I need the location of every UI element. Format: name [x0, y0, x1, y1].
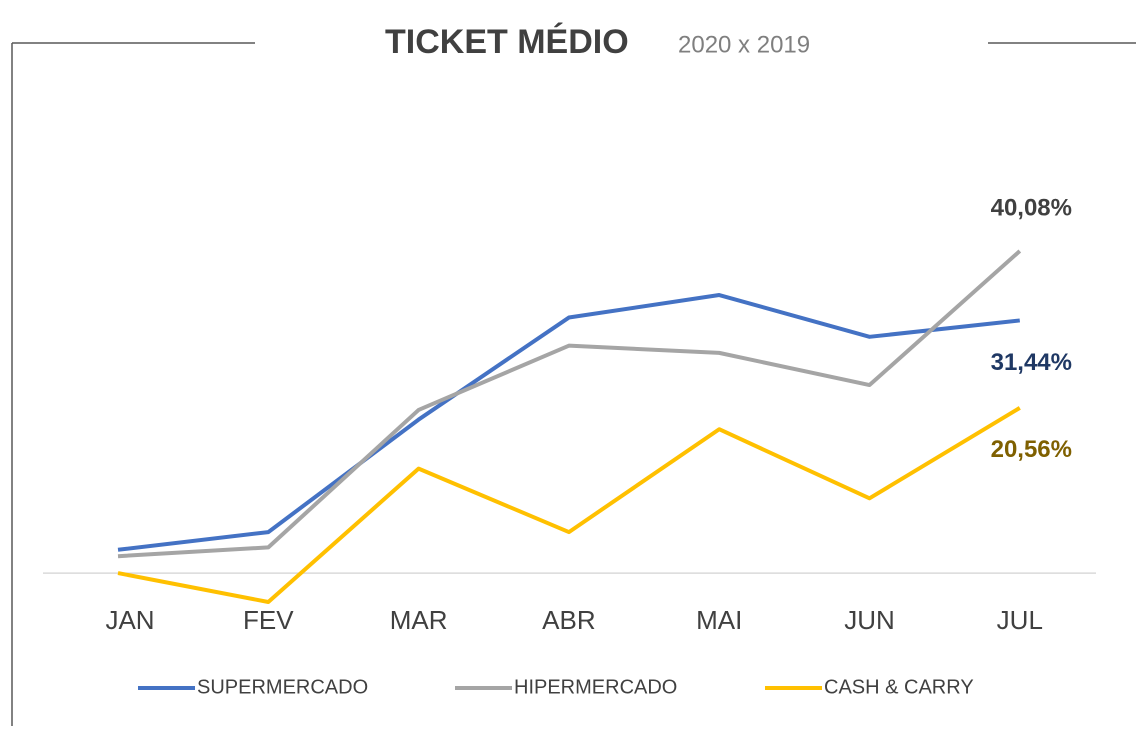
- data-label: 20,56%: [991, 436, 1072, 463]
- legend-label: CASH & CARRY: [824, 676, 974, 698]
- series-line: [117, 406, 1021, 604]
- legend-label: SUPERMERCADO: [197, 676, 368, 698]
- x-tick-label: MAI: [696, 605, 742, 635]
- x-tick-label: JUN: [844, 605, 895, 635]
- x-tick-label: ABR: [542, 605, 595, 635]
- chart-subtitle: 2020 x 2019: [678, 31, 810, 58]
- x-tick-label: JAN: [105, 605, 154, 635]
- data-label: 40,08%: [991, 194, 1072, 221]
- x-tick-label: JUL: [997, 605, 1043, 635]
- x-tick-label: MAR: [390, 605, 448, 635]
- chart-title: TICKET MÉDIO: [385, 23, 629, 61]
- x-tick-label: FEV: [243, 605, 294, 635]
- series-line: [117, 249, 1022, 559]
- legend-label: HIPERMERCADO: [514, 676, 677, 698]
- data-label: 31,44%: [991, 349, 1072, 376]
- series-line: [117, 293, 1021, 552]
